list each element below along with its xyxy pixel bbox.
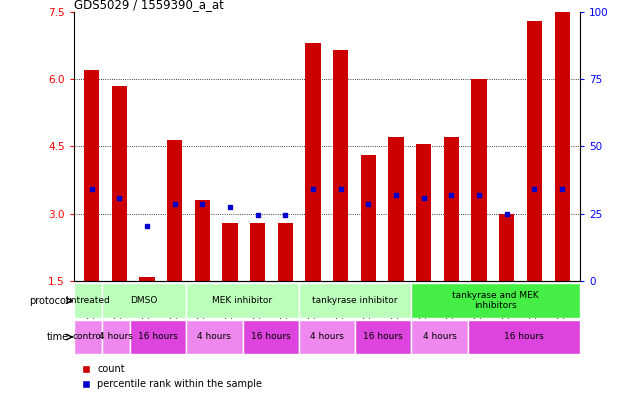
Bar	[499, 214, 514, 281]
Bar	[74, 283, 102, 318]
Text: time: time	[47, 332, 69, 342]
Text: tankyrase and MEK
inhibitors: tankyrase and MEK inhibitors	[453, 291, 539, 310]
Bar	[102, 320, 130, 354]
Bar	[167, 140, 182, 281]
Bar	[412, 283, 580, 318]
Bar	[222, 223, 238, 281]
Bar	[355, 320, 412, 354]
Bar	[299, 320, 355, 354]
Text: DMSO: DMSO	[130, 296, 158, 305]
Text: 16 hours: 16 hours	[504, 332, 544, 342]
Bar	[467, 320, 580, 354]
Text: 16 hours: 16 hours	[251, 332, 290, 342]
Bar	[140, 277, 154, 281]
Text: untreated: untreated	[65, 296, 110, 305]
Bar	[388, 138, 404, 281]
Text: 16 hours: 16 hours	[363, 332, 403, 342]
Bar	[306, 43, 320, 281]
Bar	[361, 155, 376, 281]
Legend: count, percentile rank within the sample: count, percentile rank within the sample	[79, 360, 266, 393]
Text: protocol: protocol	[29, 296, 69, 306]
Text: control: control	[72, 332, 104, 342]
Bar	[130, 320, 187, 354]
Bar	[554, 12, 570, 281]
Bar	[299, 283, 412, 318]
Bar	[102, 283, 187, 318]
Bar	[278, 223, 293, 281]
Bar	[187, 283, 299, 318]
Bar	[333, 50, 348, 281]
Text: 4 hours: 4 hours	[310, 332, 344, 342]
Bar	[472, 79, 487, 281]
Bar	[195, 200, 210, 281]
Bar	[74, 320, 102, 354]
Bar	[84, 70, 99, 281]
Bar	[416, 144, 431, 281]
Bar	[250, 223, 265, 281]
Bar	[444, 138, 459, 281]
Text: GDS5029 / 1559390_a_at: GDS5029 / 1559390_a_at	[74, 0, 224, 11]
Text: 4 hours: 4 hours	[99, 332, 133, 342]
Text: 4 hours: 4 hours	[197, 332, 231, 342]
Text: MEK inhibitor: MEK inhibitor	[212, 296, 272, 305]
Text: 4 hours: 4 hours	[422, 332, 456, 342]
Bar	[527, 21, 542, 281]
Text: 16 hours: 16 hours	[138, 332, 178, 342]
Bar	[112, 86, 127, 281]
Bar	[187, 320, 242, 354]
Bar	[242, 320, 299, 354]
Bar	[412, 320, 467, 354]
Text: tankyrase inhibitor: tankyrase inhibitor	[312, 296, 398, 305]
